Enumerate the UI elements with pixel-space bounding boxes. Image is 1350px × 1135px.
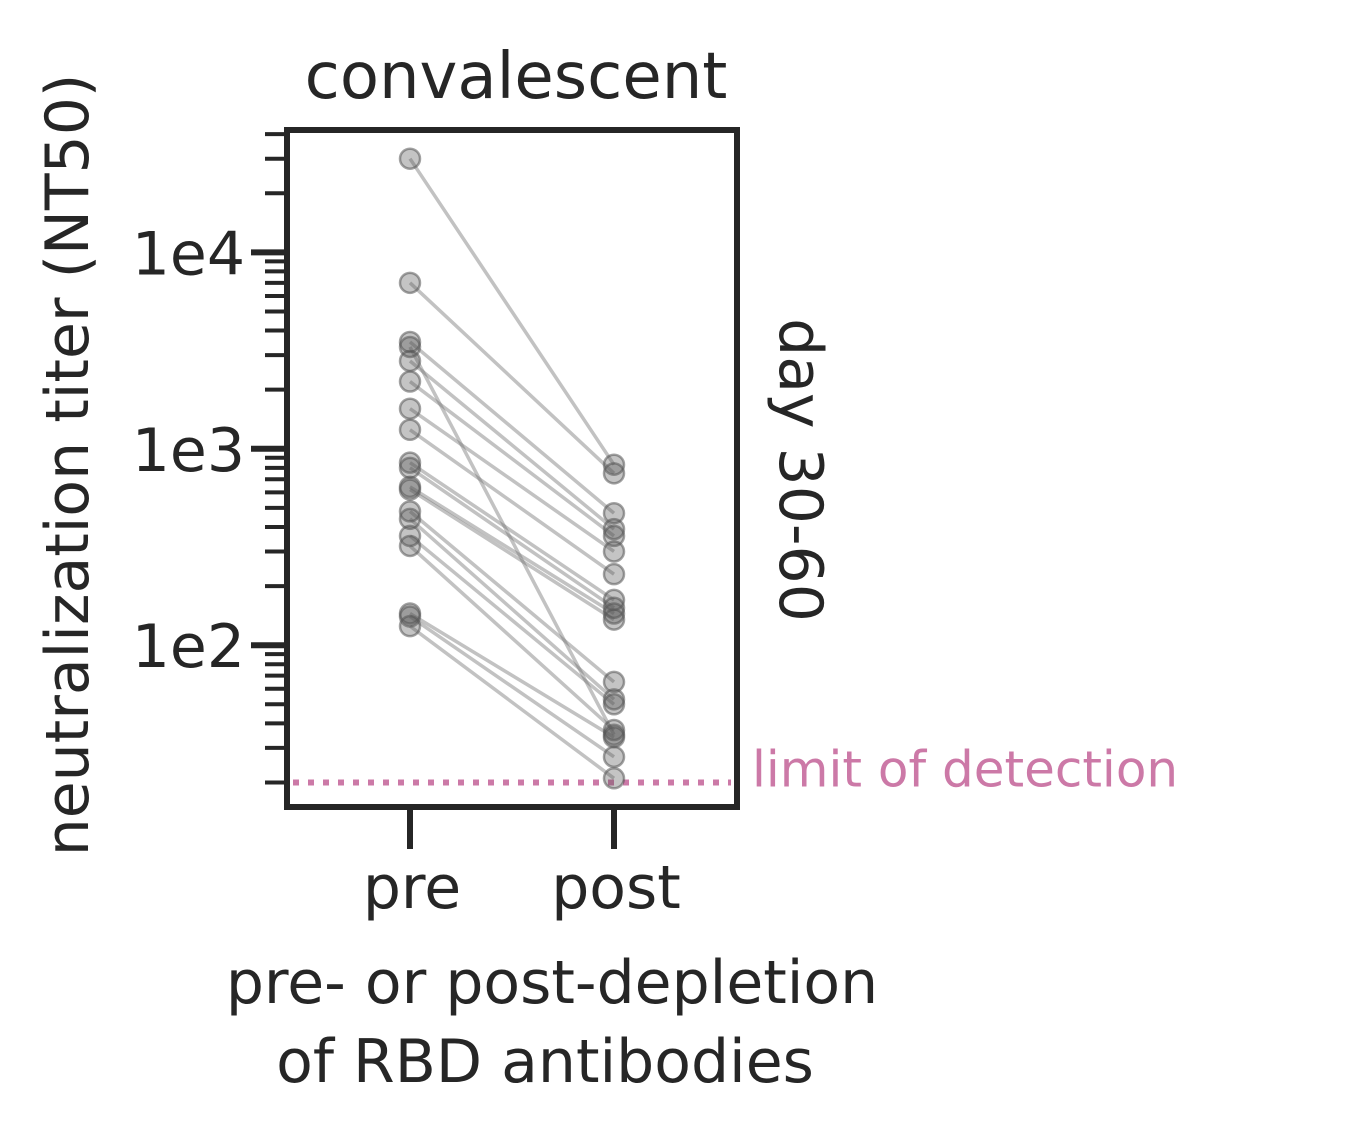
pair-line: [408, 346, 616, 736]
point-post: [602, 745, 626, 769]
pair-line: [409, 612, 615, 739]
x-axis-label-line-1: pre- or post-depletion: [226, 948, 878, 1018]
paired-lines: [408, 157, 616, 780]
x-axis-ticks: pre post: [363, 807, 681, 923]
pair-line: [408, 380, 616, 538]
point-pre: [398, 451, 422, 474]
point-post: [602, 596, 626, 620]
point-post: [602, 602, 626, 625]
point-pre: [398, 456, 422, 480]
limit-of-detection: limit of detection: [293, 740, 1178, 798]
point-post: [602, 501, 626, 525]
x-tick-label: pre: [363, 853, 461, 923]
pair-line: [408, 157, 616, 466]
point-post: [602, 540, 626, 563]
point-pre: [398, 500, 422, 523]
point-post: [602, 693, 626, 716]
facet-label: day 30-60: [765, 318, 835, 622]
point-post: [602, 517, 626, 541]
point-pre: [398, 271, 422, 295]
point-post: [602, 562, 626, 586]
pair-line: [409, 488, 615, 622]
y-tick-label: 1e2: [132, 612, 245, 682]
point-pre: [398, 614, 422, 638]
pair-line: [408, 517, 616, 701]
pair-line: [408, 534, 616, 706]
pair-line: [408, 281, 616, 475]
point-pre: [398, 397, 422, 420]
point-post: [602, 608, 626, 631]
limit-of-detection-label: limit of detection: [752, 740, 1178, 798]
point-post: [602, 462, 626, 485]
y-tick-label: 1e4: [132, 219, 245, 289]
plot-frame: [284, 127, 740, 810]
pair-line: [408, 407, 616, 553]
point-post: [602, 725, 626, 749]
chart-title: convalescent: [305, 40, 728, 114]
pair-line: [409, 466, 615, 610]
pair-line: [409, 615, 615, 759]
point-post: [602, 453, 626, 476]
point-post: [602, 524, 626, 548]
pair-line: [408, 359, 616, 531]
y-axis-ticks: 1e2 1e3 1e4: [132, 132, 287, 785]
pair-line: [409, 461, 615, 602]
point-pre: [398, 147, 422, 170]
y-axis-label: neutralization titer (NT50): [33, 74, 103, 857]
point-pre: [398, 370, 422, 393]
point-pre: [398, 534, 422, 558]
pair-line: [408, 428, 616, 576]
data-points: [398, 147, 626, 790]
pair-line: [409, 485, 615, 615]
point-post: [602, 767, 626, 790]
y-tick-label: 1e3: [132, 416, 245, 486]
pair-line: [408, 340, 616, 515]
point-pre: [398, 478, 422, 501]
pair-line: [408, 510, 616, 684]
pair-line: [408, 624, 616, 780]
x-axis-label-line-2: of RBD antibodies: [276, 1027, 814, 1097]
point-pre: [398, 418, 422, 442]
point-pre: [398, 507, 422, 531]
point-post: [602, 670, 626, 694]
point-pre: [398, 335, 422, 359]
x-tick-label: post: [551, 853, 681, 923]
pair-line: [408, 544, 616, 732]
